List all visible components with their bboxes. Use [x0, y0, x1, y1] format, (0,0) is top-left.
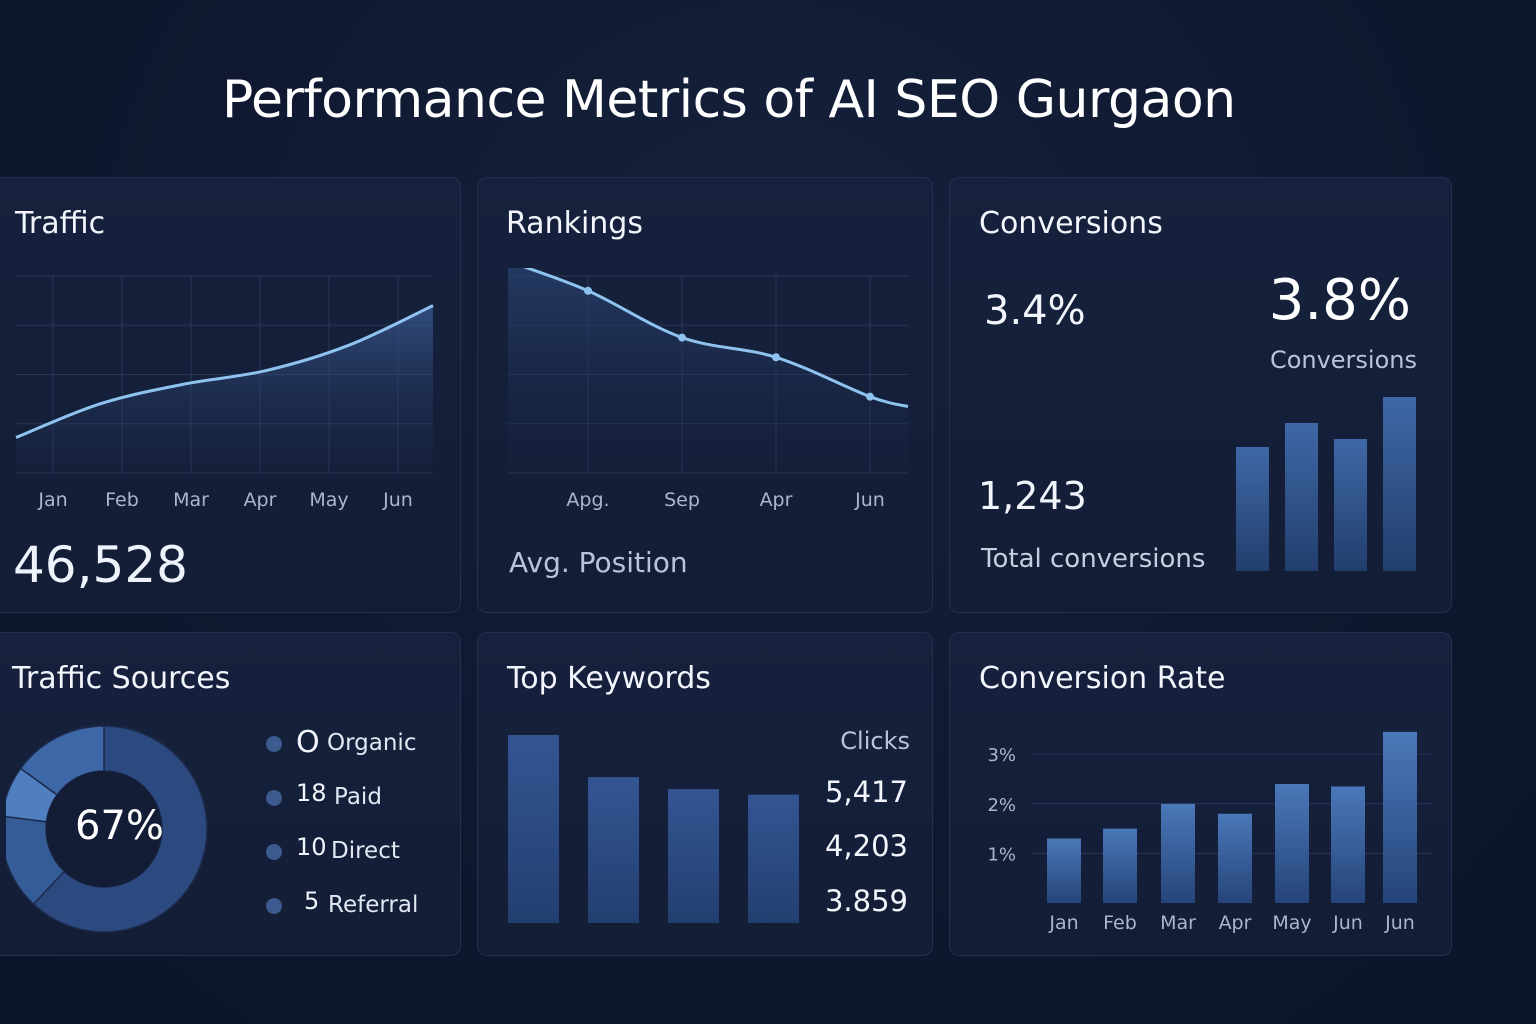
donut-hole — [46, 771, 162, 887]
conversion-rate-x-tick: Jun — [1332, 912, 1363, 934]
conversion-rate-x-tick: Mar — [1160, 912, 1196, 934]
rankings-point — [584, 286, 592, 295]
traffic-sources-slice — [32, 725, 208, 933]
conversion-rate-y-tick: 1% — [987, 844, 1016, 865]
conversion-rate-bar — [1161, 803, 1195, 903]
conversion-rate-bar — [1218, 813, 1252, 903]
legend-label: Organic — [327, 730, 417, 756]
traffic-x-tick: Mar — [173, 489, 209, 511]
donut-center-label: 67% — [75, 803, 164, 849]
traffic-x-tick: Feb — [105, 489, 139, 511]
traffic-chart: Jan Feb Mar Apr May Jun — [15, 275, 434, 511]
conversion-rate-x-tick: Apr — [1219, 912, 1252, 934]
conversion-rate-small: 3.4% — [984, 288, 1086, 334]
legend-dot — [266, 736, 282, 752]
conversions-bar — [1383, 397, 1416, 571]
keyword-clicks-3: 3.859 — [824, 884, 908, 918]
conversion-rate-big: 3.8% — [1268, 268, 1411, 333]
conversion-rate-y-tick: 4% — [987, 713, 1016, 717]
rankings-area — [508, 268, 908, 473]
traffic-total: 46,528 — [13, 536, 188, 594]
rankings-card: Rankings Apg. Sep Apr Jun Avg. Position — [477, 177, 933, 613]
traffic-x-tick: Jan — [37, 489, 67, 511]
traffic-x-tick: May — [309, 489, 348, 511]
conversion-rate-x-tick: Feb — [1103, 912, 1137, 934]
conversion-rate-bar — [1275, 783, 1309, 903]
legend-dot — [266, 790, 282, 806]
traffic-x-tick: Jun — [382, 489, 413, 511]
traffic-sources-title: Traffic Sources — [12, 661, 231, 696]
rankings-title: Rankings — [506, 206, 643, 241]
traffic-x-tick: Apr — [244, 489, 277, 511]
traffic-card: Traffic Jan Feb Mar Apr May Jun 46,528 — [0, 177, 461, 613]
legend-value: 5 — [304, 887, 320, 915]
traffic-sources-donut — [6, 725, 208, 933]
keyword-bar — [748, 794, 799, 923]
conversion-rate-title: Conversion Rate — [979, 661, 1226, 696]
top-keywords-chart — [508, 735, 799, 923]
conversions-bar — [1285, 423, 1318, 571]
conversions-title: Conversions — [979, 206, 1163, 241]
legend-label: Paid — [334, 784, 382, 810]
total-conversions: 1,243 — [978, 474, 1087, 518]
rankings-x-tick: Jun — [854, 489, 885, 511]
rankings-x-tick: Apr — [760, 489, 793, 511]
rankings-point — [866, 392, 874, 401]
conversion-rate-big-label: Conversions — [1269, 346, 1417, 374]
traffic-area — [16, 305, 433, 473]
conversion-rate-x-tick: Jan — [1048, 912, 1078, 934]
traffic-line — [15, 304, 434, 439]
total-conversions-label: Total conversions — [981, 544, 1206, 574]
legend-dot — [266, 844, 282, 860]
legend-value: 18 — [296, 779, 327, 807]
keyword-clicks-2: 4,203 — [824, 829, 908, 863]
legend-dot — [266, 898, 282, 914]
conversion-rate-y-tick: 2% — [987, 795, 1016, 816]
keyword-bar — [508, 735, 559, 923]
legend-value: O — [296, 725, 320, 760]
rankings-point — [772, 353, 780, 362]
conversion-rate-chart: 4% 3% 2% 1% Jan Feb Mar Apr May Jun Jun — [987, 713, 1432, 934]
conversion-rate-y-tick: 3% — [987, 745, 1016, 766]
conversion-rate-bar — [1047, 838, 1081, 903]
keyword-clicks-1: 5,417 — [824, 775, 908, 809]
top-keywords-card: Top Keywords Clicks 5,417 4,203 3.859 — [477, 632, 933, 956]
conversions-bar — [1334, 439, 1367, 571]
keyword-bar — [668, 789, 719, 923]
legend-label: Referral — [328, 892, 419, 918]
conversion-rate-bar — [1103, 828, 1137, 903]
rankings-footer: Avg. Position — [509, 546, 688, 579]
legend-value: 10 — [296, 833, 327, 861]
rankings-x-tick: Apg. — [566, 489, 609, 511]
legend-label: Direct — [331, 838, 400, 864]
rankings-chart: Apg. Sep Apr Jun — [508, 268, 909, 511]
traffic-sources-card: Traffic Sources 67% O Organic 18 Paid 10 Dire… — [0, 632, 461, 956]
clicks-label: Clicks — [840, 727, 910, 755]
conversions-chart — [1236, 397, 1416, 571]
conversion-rate-x-tick: May — [1272, 912, 1311, 934]
conversions-card: Conversions 3.4% 3.8% Conversions 1,243 … — [949, 177, 1452, 613]
conversion-rate-bar — [1383, 731, 1417, 903]
rankings-x-tick: Sep — [664, 489, 700, 511]
conversions-bar — [1236, 447, 1269, 571]
conversion-rate-bar — [1331, 786, 1365, 903]
conversion-rate-x-tick: Jun — [1384, 912, 1415, 934]
rankings-point — [678, 333, 686, 342]
keyword-bar — [588, 777, 639, 923]
page-title: Performance Metrics of AI SEO Gurgaon — [222, 70, 1236, 130]
top-keywords-title: Top Keywords — [507, 661, 711, 696]
conversion-rate-card: Conversion Rate 4% 3% 2% 1% Jan Feb Mar Apr May J… — [949, 632, 1452, 956]
traffic-title: Traffic — [15, 206, 106, 241]
